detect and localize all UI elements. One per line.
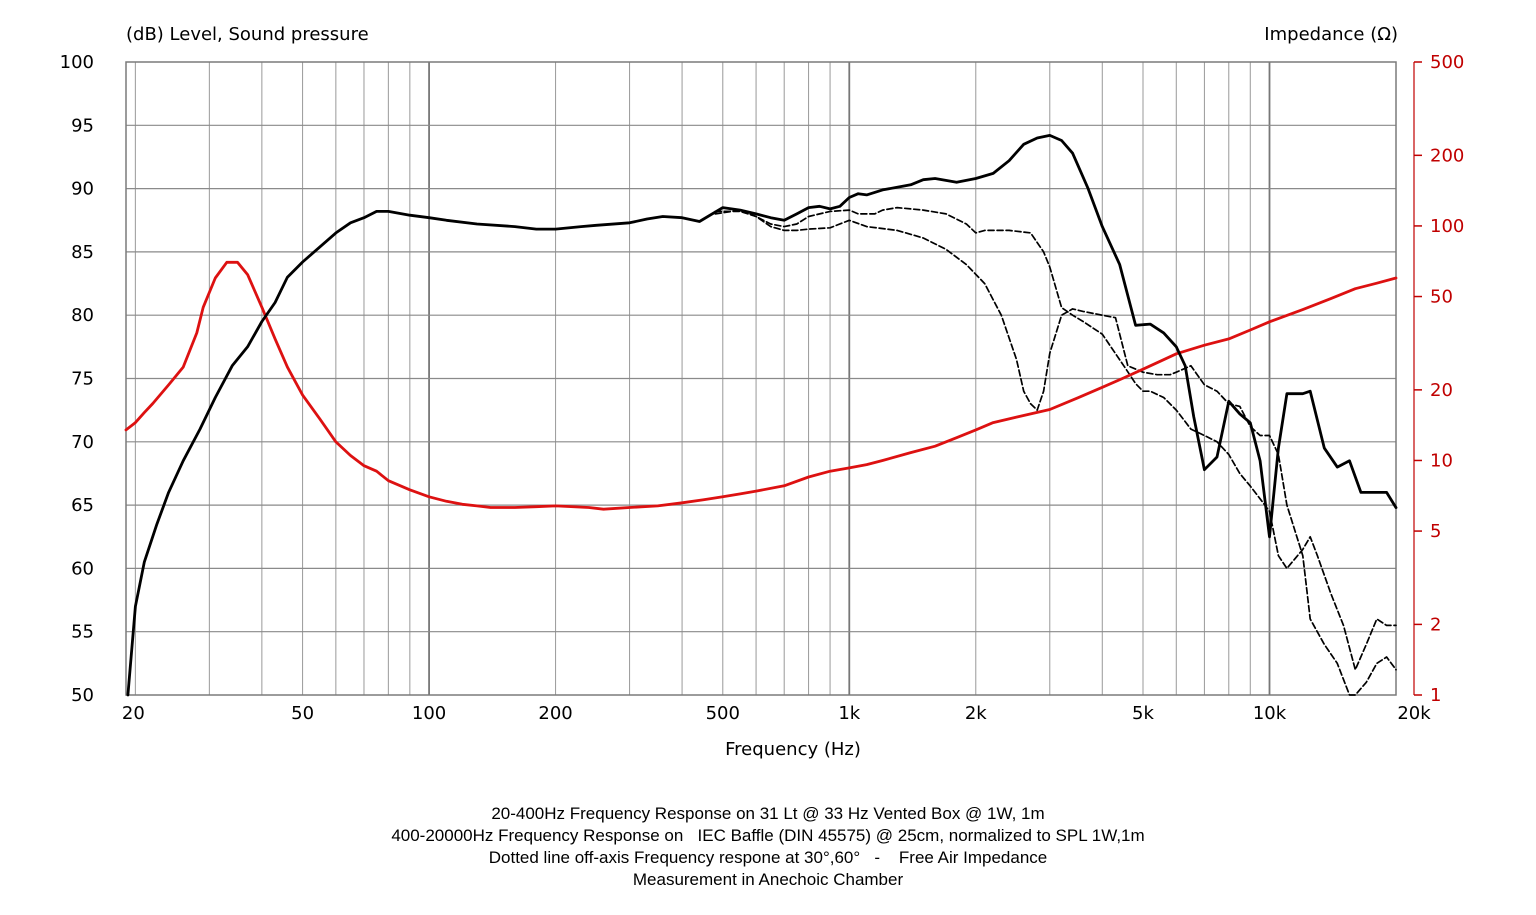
right-tick-label: 10 bbox=[1430, 450, 1453, 471]
tick-labels: 100 95 90 85 80 75 70 65 60 55 50 500 200 100 50 20 10 5 2… bbox=[60, 52, 1465, 724]
right-tick-label: 5 bbox=[1430, 521, 1441, 542]
right-tick-label: 50 bbox=[1430, 287, 1453, 308]
caption-line-2: 400-20000Hz Frequency Response on IEC Ba… bbox=[391, 826, 1145, 845]
left-tick-label: 95 bbox=[71, 115, 94, 136]
left-tick-label: 60 bbox=[71, 558, 94, 579]
grid bbox=[126, 62, 1396, 695]
right-axis-title: Impedance (Ω) bbox=[1264, 24, 1398, 45]
x-tick-label: 200 bbox=[538, 703, 572, 724]
right-tick-label: 2 bbox=[1430, 614, 1441, 635]
left-tick-label: 85 bbox=[71, 242, 94, 263]
right-tick-label: 500 bbox=[1430, 52, 1464, 73]
x-tick-label: 1k bbox=[838, 703, 860, 724]
series-impedance bbox=[124, 260, 1398, 511]
left-tick-label: 55 bbox=[71, 622, 94, 643]
plot-frame bbox=[125, 61, 1397, 696]
right-tick-label: 100 bbox=[1430, 216, 1464, 237]
caption-line-3: Dotted line off-axis Frequency respone a… bbox=[488, 848, 1048, 867]
x-tick-label: 100 bbox=[412, 703, 446, 724]
left-tick-label: 65 bbox=[71, 495, 94, 516]
left-tick-label: 100 bbox=[60, 52, 94, 73]
x-axis-title: Frequency (Hz) bbox=[725, 739, 861, 760]
x-tick-label: 50 bbox=[291, 703, 314, 724]
right-tick-label: 20 bbox=[1430, 380, 1453, 401]
x-tick-label: 20k bbox=[1397, 703, 1431, 724]
x-tick-label: 10k bbox=[1253, 703, 1287, 724]
x-tick-label: 20 bbox=[122, 703, 145, 724]
series-spl-30deg bbox=[714, 206, 1397, 671]
right-tick-label: 1 bbox=[1430, 685, 1441, 706]
series-spl-on-axis bbox=[126, 133, 1398, 697]
caption-line-4: Measurement in Anechoic Chamber bbox=[632, 870, 904, 889]
left-tick-label: 50 bbox=[71, 685, 94, 706]
left-tick-label: 70 bbox=[71, 432, 94, 453]
series-layer bbox=[124, 133, 1398, 697]
x-tick-label: 2k bbox=[965, 703, 987, 724]
x-tick-label: 500 bbox=[706, 703, 740, 724]
left-tick-label: 75 bbox=[71, 369, 94, 390]
series-spl-60deg bbox=[714, 210, 1397, 696]
left-tick-label: 80 bbox=[71, 305, 94, 326]
x-tick-label: 5k bbox=[1132, 703, 1154, 724]
left-tick-label: 90 bbox=[71, 179, 94, 200]
caption-line-1: 20-400Hz Frequency Response on 31 Lt @ 3… bbox=[491, 804, 1045, 823]
left-axis-title: (dB) Level, Sound pressure bbox=[126, 24, 369, 45]
right-tick-label: 200 bbox=[1430, 145, 1464, 166]
